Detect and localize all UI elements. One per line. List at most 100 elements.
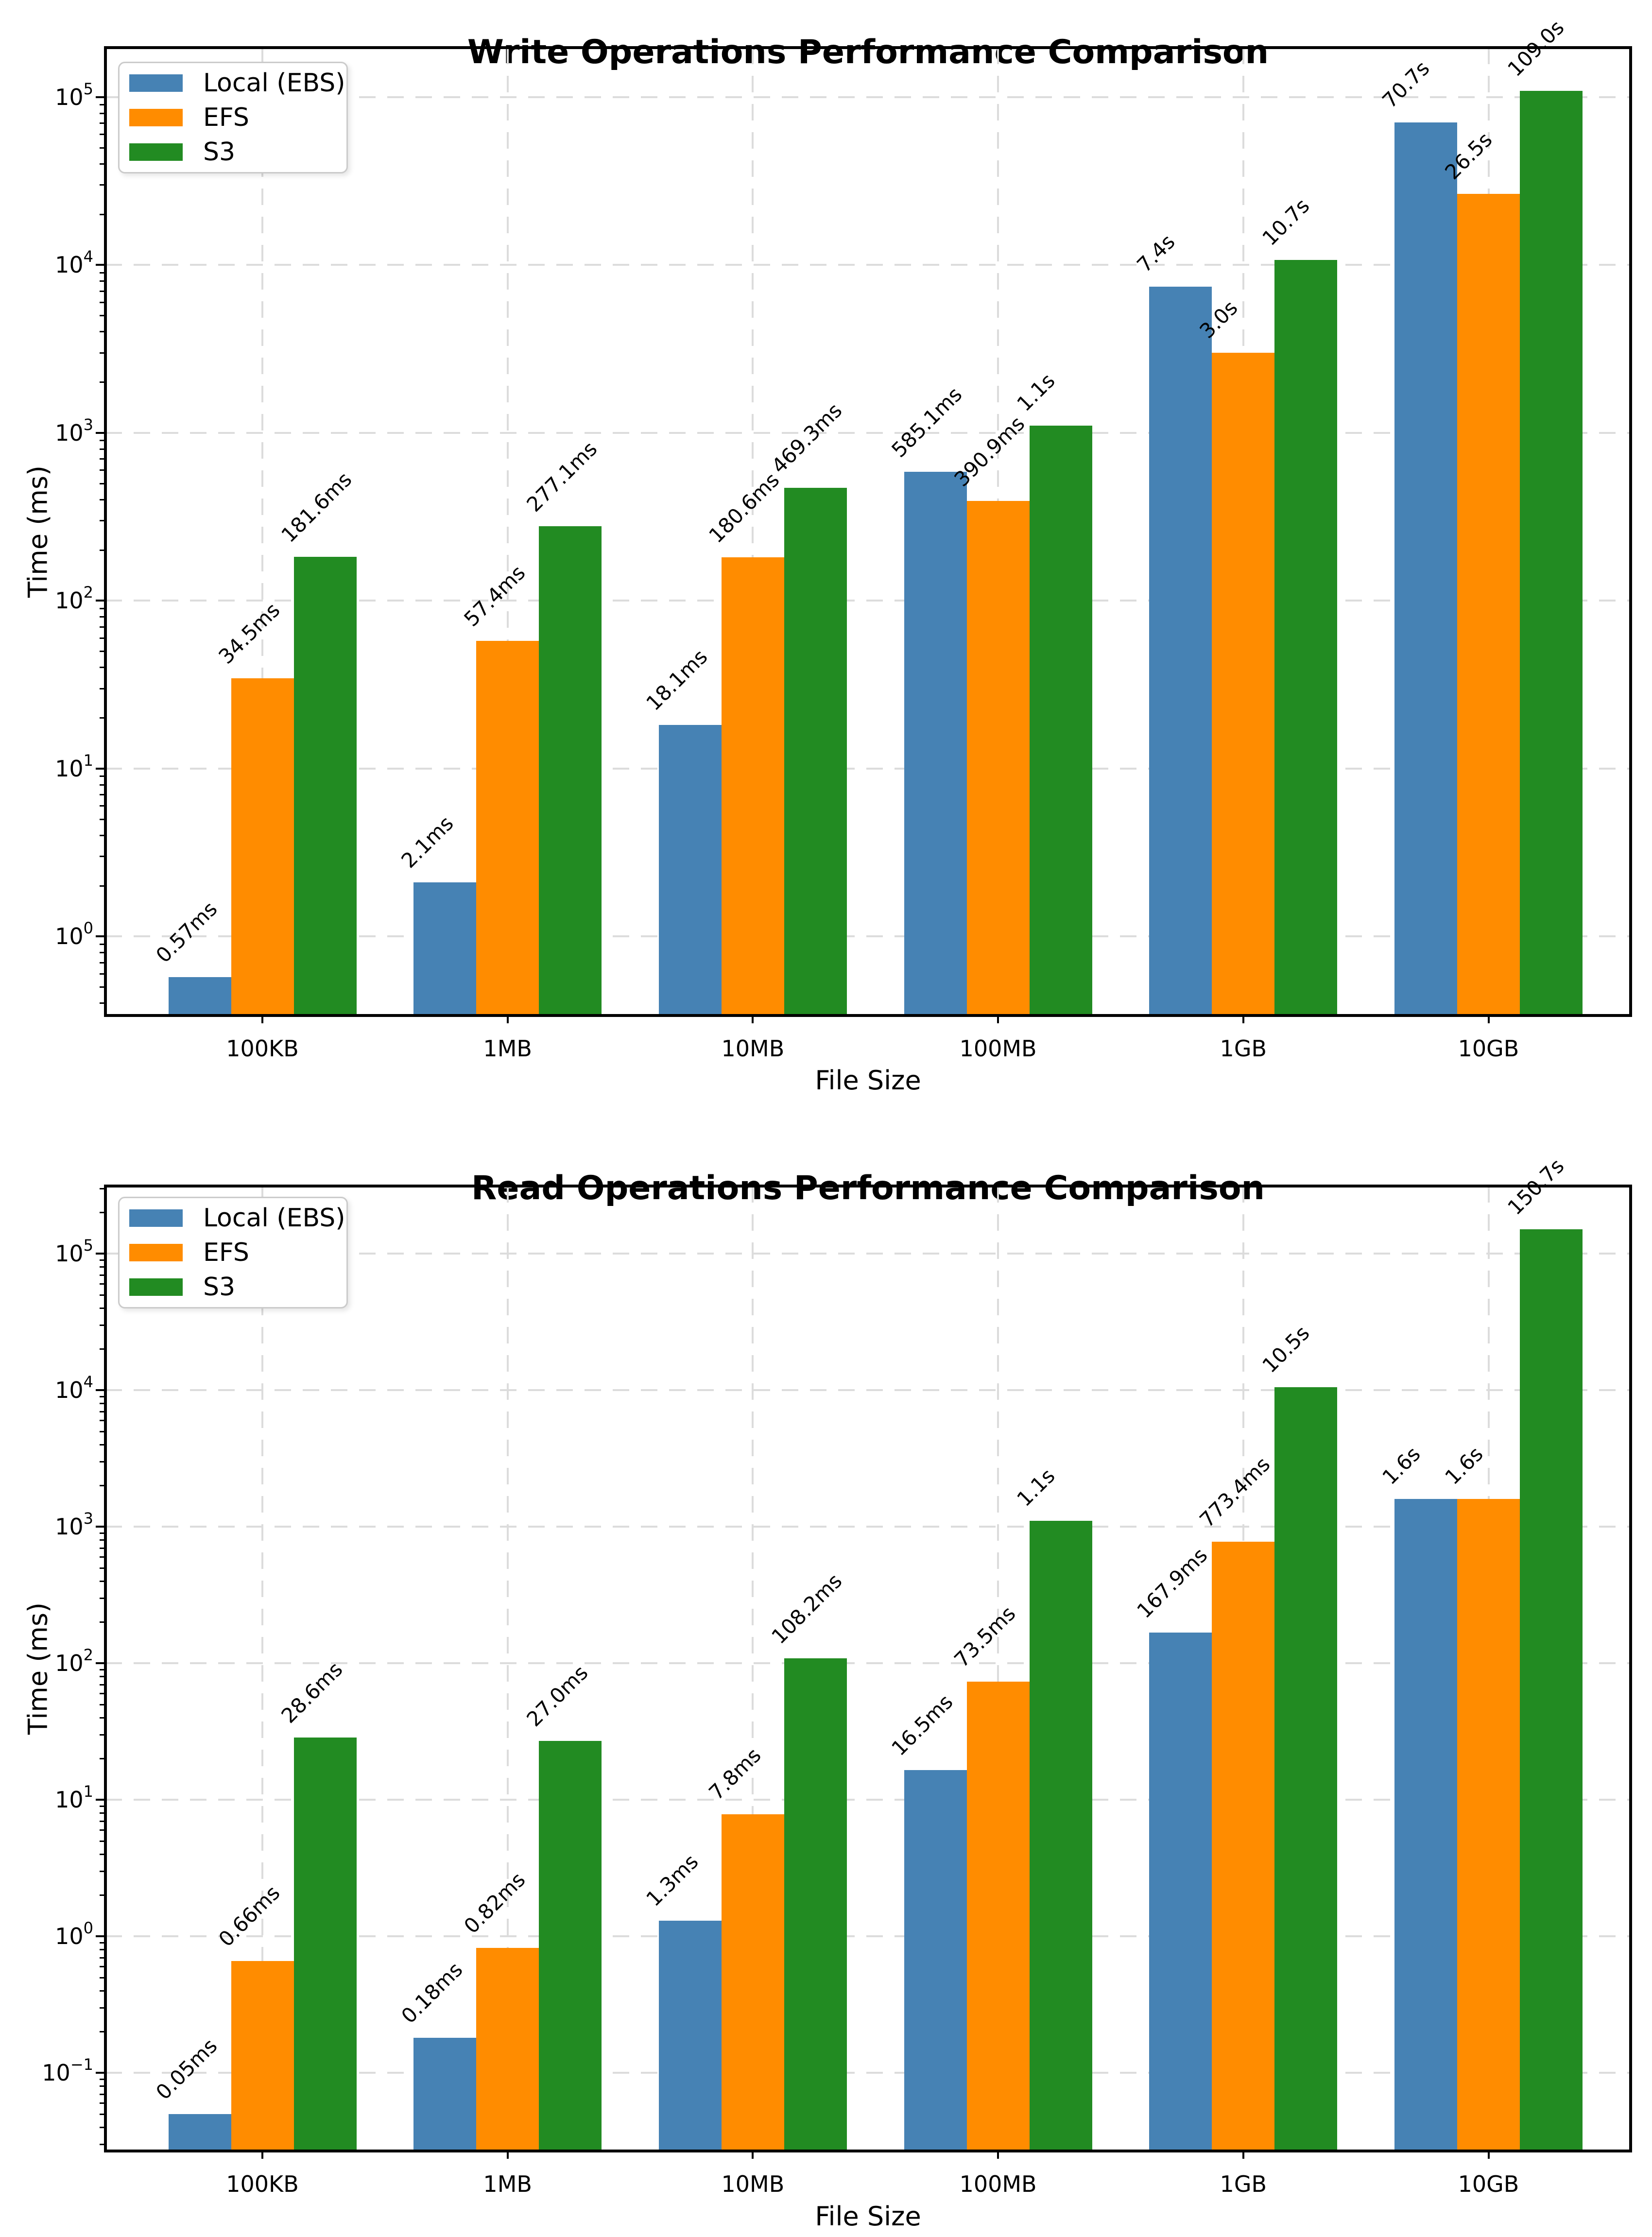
bar <box>721 1814 784 2151</box>
y-tick-minor <box>100 1294 105 1296</box>
x-tick-label: 10MB <box>721 2171 785 2197</box>
y-tick-label: 105 <box>55 1236 93 1267</box>
x-tick <box>506 1015 509 1023</box>
bar <box>1149 287 1212 1015</box>
x-tick <box>1487 2151 1490 2159</box>
legend: Local (EBS) EFS S3 <box>118 1197 348 1308</box>
y-tick-major <box>96 264 105 266</box>
y-tick-minor <box>100 1990 105 1992</box>
bar <box>476 641 539 1015</box>
y-tick-minor <box>100 272 105 274</box>
grid-line-horizontal <box>105 600 1631 602</box>
bar <box>1149 1632 1212 2151</box>
y-tick-minor <box>100 1684 105 1686</box>
y-tick-minor <box>100 688 105 689</box>
y-tick-minor <box>100 1567 105 1569</box>
y-tick-major <box>96 1526 105 1528</box>
y-tick-major <box>96 600 105 602</box>
y-tick-minor <box>100 331 105 333</box>
legend-label: EFS <box>203 1238 249 1267</box>
y-tick-minor <box>100 448 105 450</box>
y-tick-minor <box>100 1539 105 1541</box>
bar <box>231 1961 294 2151</box>
bar <box>658 725 722 1015</box>
bar <box>1029 426 1092 1015</box>
bar <box>1520 90 1583 1015</box>
legend-item: Local (EBS) <box>129 69 346 98</box>
y-tick-minor <box>100 1840 105 1842</box>
y-tick-minor <box>100 986 105 988</box>
bar-value-label: 1.3ms <box>641 1849 704 1911</box>
bar-value-label: 10.5s <box>1257 1321 1314 1378</box>
legend-item: EFS <box>129 103 346 132</box>
y-tick-major <box>96 2072 105 2074</box>
bar-value-label: 1.1s <box>1012 1463 1060 1512</box>
bar-value-label: 167.9ms <box>1132 1543 1212 1623</box>
legend-swatch-efs-icon <box>129 109 183 126</box>
y-tick-major <box>96 1799 105 1801</box>
legend-label: S3 <box>203 138 236 167</box>
chart-title: Write Operations Performance Comparison <box>467 33 1269 72</box>
y-tick-minor <box>100 1547 105 1549</box>
bar <box>413 2038 477 2151</box>
grid-line-horizontal <box>105 431 1631 434</box>
x-tick-label: 10GB <box>1458 1035 1519 1062</box>
y-tick-minor <box>100 381 105 383</box>
bar <box>539 1740 602 2151</box>
y-tick-minor <box>100 2031 105 2033</box>
x-tick <box>1242 1015 1244 1023</box>
y-tick-minor <box>100 184 105 186</box>
y-tick-label: 102 <box>55 583 93 614</box>
y-tick-label: 103 <box>55 1509 93 1540</box>
y-tick-minor <box>100 1621 105 1623</box>
grid-line-vertical <box>261 1186 263 2151</box>
bar <box>784 488 847 1015</box>
x-tick-label: 100MB <box>959 1035 1037 1062</box>
bar <box>1274 1387 1338 2151</box>
legend-item: S3 <box>129 1273 346 1302</box>
y-tick-minor <box>100 1597 105 1599</box>
y-tick-minor <box>100 549 105 551</box>
legend-swatch-s3-icon <box>129 1278 183 1296</box>
y-tick-minor <box>100 1411 105 1412</box>
y-tick-minor <box>100 482 105 484</box>
y-tick-major <box>96 1935 105 1937</box>
y-tick-minor <box>100 2102 105 2104</box>
y-tick-label: 101 <box>55 751 93 782</box>
y-tick-minor <box>100 1444 105 1445</box>
bar <box>1029 1521 1092 2151</box>
y-tick-minor <box>100 1942 105 1944</box>
grid-line-horizontal <box>105 1662 1631 1664</box>
y-tick-minor <box>100 122 105 124</box>
y-tick-minor <box>100 499 105 500</box>
grid-line-vertical <box>752 48 754 1015</box>
bar <box>904 1770 967 2151</box>
y-tick-minor <box>100 943 105 945</box>
y-tick-minor <box>100 2126 105 2128</box>
y-tick-minor <box>100 952 105 954</box>
y-tick-minor <box>100 315 105 316</box>
y-tick-minor <box>100 1758 105 1760</box>
y-tick-minor <box>100 1870 105 1872</box>
y-tick-minor <box>100 290 105 292</box>
bar-value-label: 773.4ms <box>1195 1452 1275 1532</box>
y-tick-minor <box>100 1485 105 1487</box>
x-tick <box>997 1015 999 1023</box>
y-tick-minor <box>100 440 105 442</box>
y-tick-minor <box>100 784 105 786</box>
x-tick-label: 1MB <box>483 2171 532 2197</box>
bar <box>966 1681 1030 2151</box>
grid-line-vertical <box>752 1186 754 2151</box>
y-tick-minor <box>100 469 105 471</box>
x-tick <box>997 2151 999 2159</box>
legend: Local (EBS) EFS S3 <box>118 62 348 173</box>
y-tick-label: 104 <box>55 1373 93 1403</box>
y-tick-minor <box>100 1430 105 1432</box>
y-tick-major <box>96 96 105 98</box>
y-tick-label: 103 <box>55 415 93 446</box>
bar <box>721 557 784 1015</box>
y-tick-minor <box>100 2007 105 2009</box>
bar <box>168 2114 231 2151</box>
bar-value-label: 0.05ms <box>151 2033 222 2104</box>
grid-line-horizontal <box>105 1389 1631 1391</box>
